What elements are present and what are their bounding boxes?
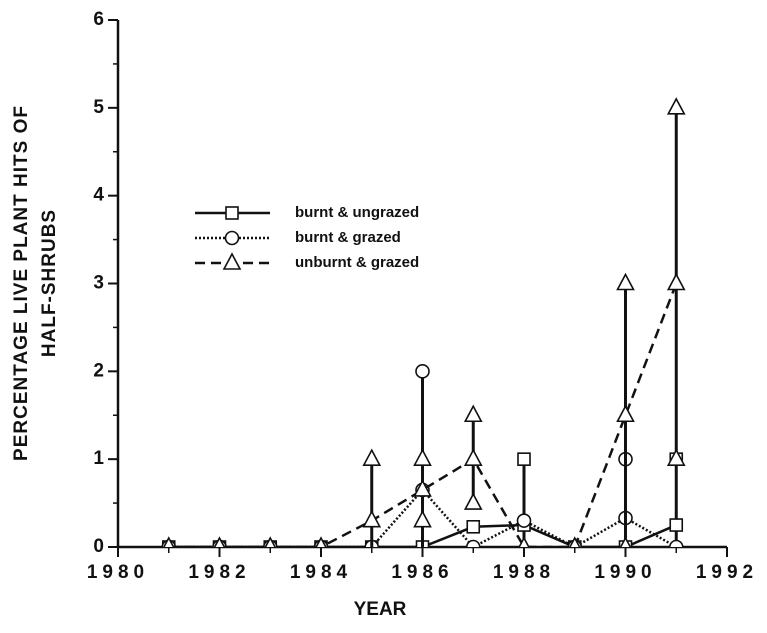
marker [616, 404, 635, 423]
x-tick-label: 1990 [594, 562, 656, 583]
marker [362, 448, 382, 466]
marker [364, 573, 380, 588]
marker [516, 513, 532, 528]
marker [669, 518, 684, 532]
y-tick-label: 5 [93, 97, 104, 118]
y-axis-label: HALF-SHRUBS [39, 209, 60, 357]
marker [666, 97, 686, 115]
y-tick-label: 2 [93, 360, 104, 381]
marker [413, 479, 432, 497]
marker [666, 272, 686, 291]
x-tick-label: 1992 [696, 562, 758, 583]
marker [315, 536, 327, 547]
marker [213, 536, 226, 547]
marker [463, 448, 483, 466]
y-tick-label: 1 [93, 448, 104, 469]
legend-label: burnt & grazed [295, 229, 401, 246]
marker [225, 206, 239, 220]
x-tick-label: 1988 [493, 562, 555, 583]
legend-label: burnt & ungrazed [295, 204, 419, 221]
marker [264, 536, 276, 547]
marker [666, 448, 686, 466]
marker [415, 364, 430, 379]
marker [362, 509, 382, 528]
marker [668, 539, 684, 547]
marker [670, 585, 682, 597]
marker [413, 509, 432, 528]
marker [517, 452, 531, 466]
marker [416, 602, 429, 615]
legend-label: unburnt & grazed [295, 254, 419, 271]
marker [224, 230, 240, 246]
marker [518, 536, 530, 547]
marker [619, 536, 632, 547]
marker [222, 252, 242, 270]
marker [616, 272, 635, 291]
y-tick-label: 6 [93, 9, 104, 30]
plot-area [161, 97, 686, 615]
marker [465, 539, 481, 547]
marker [518, 585, 530, 597]
marker [413, 448, 432, 466]
marker [163, 536, 175, 547]
marker [463, 492, 483, 510]
x-axis-label: YEAR [354, 599, 407, 620]
series-line [168, 488, 677, 547]
x-tick-label: 1982 [188, 562, 250, 583]
y-tick-label: 3 [93, 273, 104, 294]
marker [463, 404, 483, 423]
x-tick-label: 1984 [290, 562, 352, 583]
y-axis-label: PERCENTAGE LIVE PLANT HITS OF [11, 105, 32, 461]
y-tick-label: 4 [93, 185, 104, 206]
marker [466, 519, 481, 534]
x-tick-label: 1980 [87, 562, 149, 583]
y-tick-label: 0 [93, 536, 104, 557]
marker [569, 536, 581, 547]
x-tick-label: 1986 [391, 562, 453, 583]
